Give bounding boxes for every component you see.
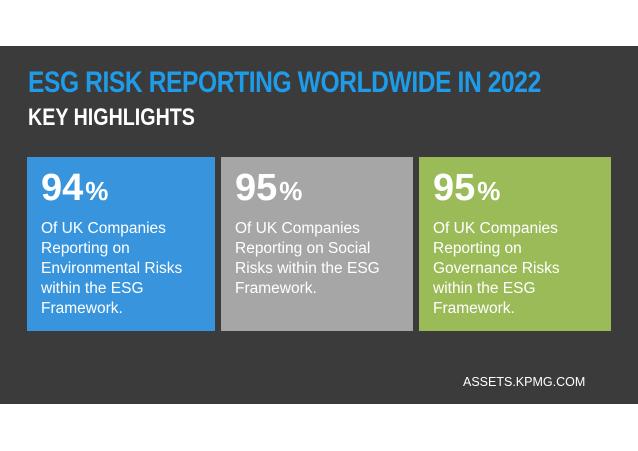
stat-card-governance: 95% Of UK Companies Reporting on Governa… xyxy=(419,157,611,331)
stat-description: Of UK Companies Reporting on Environment… xyxy=(41,220,183,317)
page-subtitle: KEY HIGHLIGHTS xyxy=(28,104,195,131)
stat-card-environmental: 94% Of UK Companies Reporting on Environ… xyxy=(27,157,215,331)
page-title: ESG RISK REPORTING WORLDWIDE IN 2022 xyxy=(28,66,541,99)
stat-unit: % xyxy=(477,176,501,206)
stat-unit: % xyxy=(85,176,109,206)
stat-unit: % xyxy=(279,176,303,206)
stat-value-line: 94% xyxy=(41,165,203,214)
stat-value-line: 95% xyxy=(433,165,599,214)
stat-description: Of UK Companies Reporting on Governance … xyxy=(433,220,560,317)
stat-value: 95 xyxy=(433,167,476,209)
stat-value: 95 xyxy=(235,167,278,209)
stat-description: Of UK Companies Reporting on Social Risk… xyxy=(235,220,380,297)
source-credit: ASSETS.KPMG.COM xyxy=(463,375,586,389)
stat-value: 94 xyxy=(41,167,84,209)
stat-value-line: 95% xyxy=(235,165,401,214)
stat-card-social: 95% Of UK Companies Reporting on Social … xyxy=(221,157,413,331)
